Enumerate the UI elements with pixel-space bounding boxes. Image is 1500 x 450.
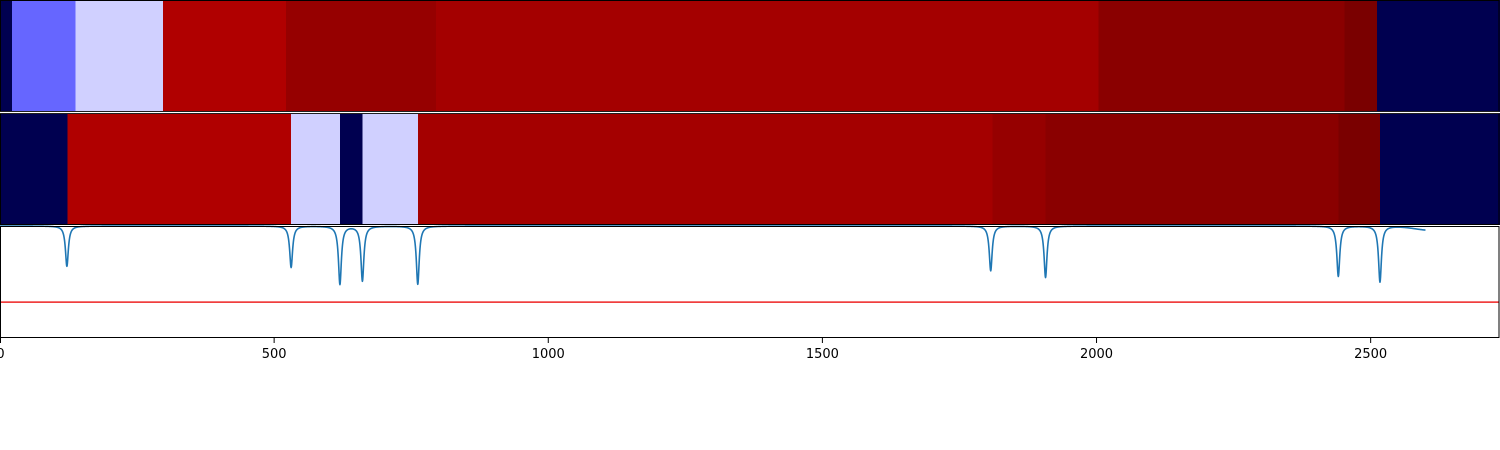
heatmap-cell [1344, 0, 1378, 112]
heatmap-row-1 [0, 0, 1500, 112]
heatmap-rows [0, 0, 1500, 225]
heatmap-cell [1379, 113, 1500, 225]
heatmap-cell [992, 113, 1047, 225]
heatmap-cell [1338, 113, 1381, 225]
x-axis: 0 500 1000 1500 2000 2500 [0, 338, 1387, 362]
heatmap-cell [339, 113, 364, 225]
heatmap-cell [291, 113, 341, 225]
heatmap-cell [286, 0, 437, 112]
signal-panel-background [0, 226, 1500, 338]
panel-frames [0, 0, 1500, 225]
heatmap-cell [75, 0, 164, 112]
x-tick-label: 1500 [806, 347, 839, 362]
heatmap-cell [12, 0, 77, 112]
signal-panel [0, 225, 1500, 338]
heatmap-cell [1098, 0, 1345, 112]
signal-panel-frame [0, 226, 1500, 338]
heatmap-cell [1377, 0, 1500, 112]
row-panel-frame [0, 113, 1500, 225]
heatmap-cell [435, 0, 1100, 112]
x-tick-label: 0 [0, 347, 5, 362]
heatmap-cell [162, 0, 287, 112]
heatmap-cell [362, 113, 419, 225]
heatmap-cell [0, 113, 69, 225]
x-tick-label: 1000 [532, 347, 565, 362]
x-tick-label: 500 [262, 347, 287, 362]
x-tick-label: 2500 [1354, 347, 1387, 362]
heatmap-cell [417, 113, 993, 225]
heatmap-cell [67, 113, 292, 225]
heatmap-cell [0, 0, 13, 112]
row-panel-frame [0, 0, 1500, 112]
heatmap-row-2 [0, 113, 1500, 225]
x-tick-label: 2000 [1080, 347, 1113, 362]
heatmap-cell [1045, 113, 1339, 225]
